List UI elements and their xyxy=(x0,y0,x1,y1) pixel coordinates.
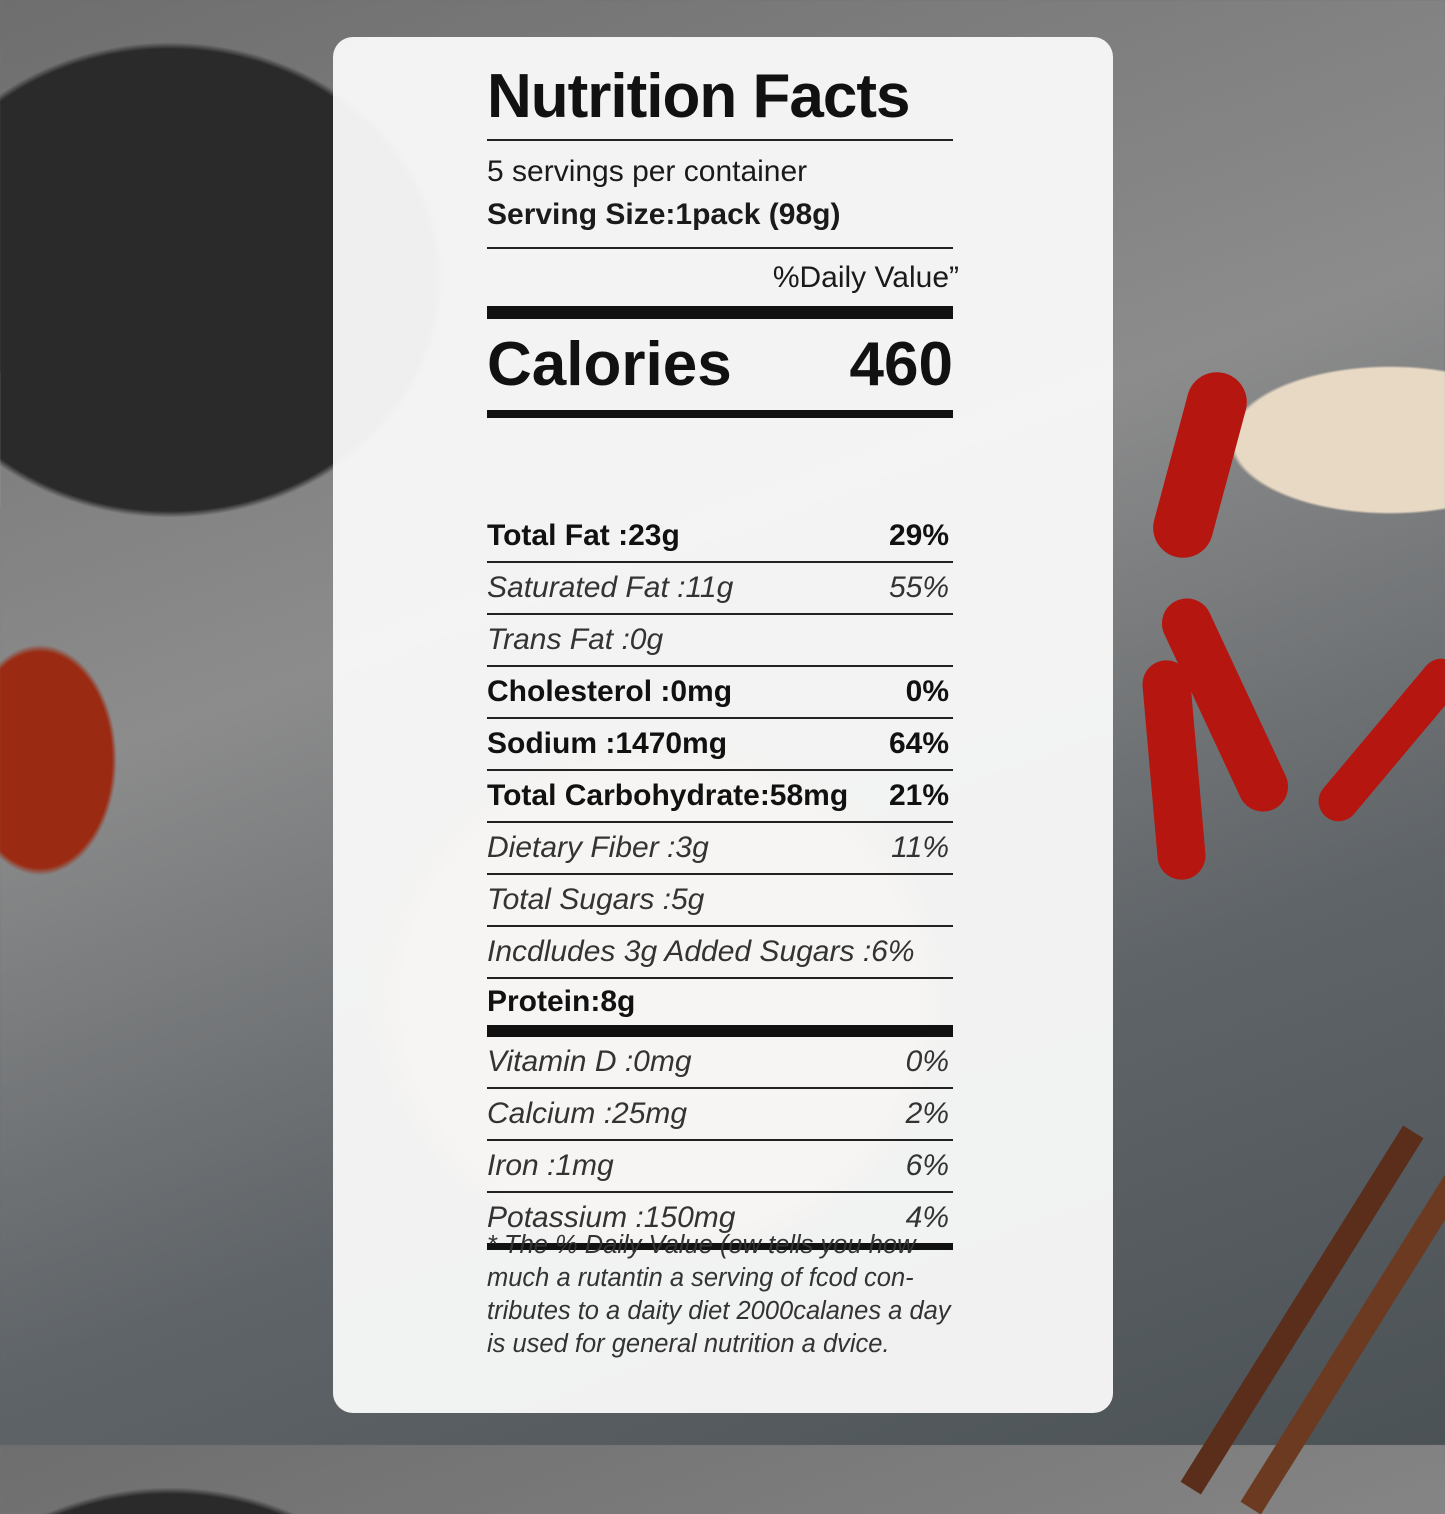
nutrient-row: Total Sugars :5g xyxy=(487,875,953,927)
nutrient-row: Iron :1mg 6% xyxy=(487,1141,953,1193)
nutrient-row: Trans Fat :0g xyxy=(487,615,953,667)
nutrient-row: Cholesterol :0mg 0% xyxy=(487,667,953,719)
nutrient-name: Sodium :1470mg xyxy=(487,727,728,760)
nutrient-name: Total Carbohydrate:58mg xyxy=(487,779,849,812)
nutrient-row: Incdludes 3g Added Sugars :6% xyxy=(487,927,953,979)
divider xyxy=(487,247,953,249)
nutrient-row: Calcium :25mg 2% xyxy=(487,1089,953,1141)
nutrient-name: Cholesterol :0mg xyxy=(487,675,733,708)
footnote: * The % Daily Value (ow tells you how mu… xyxy=(487,1231,951,1358)
thick-divider xyxy=(487,306,953,319)
nutrient-list: Total Fat :23g 29% Saturated Fat :11g 55% Tr… xyxy=(487,511,953,1250)
daily-value-header: %Daily Value” xyxy=(772,261,959,294)
nutrient-row: Potassium :150mg 4% xyxy=(487,1193,953,1250)
nutrient-daily-value: 29% xyxy=(888,519,949,552)
divider xyxy=(487,139,953,141)
nutrient-name: Vitamin D :0mg xyxy=(487,1045,692,1078)
nutrient-row: Sodium :1470mg 64% xyxy=(487,719,953,771)
nutrient-row: Total Fat :23g 29% xyxy=(487,511,953,563)
calories-row: Calories 460 xyxy=(487,329,953,400)
nutrient-name: Protein:8g xyxy=(487,985,636,1018)
nutrient-name: Saturated Fat :11g xyxy=(487,571,734,604)
nutrient-daily-value: 2% xyxy=(905,1097,949,1130)
nutrient-row: Dietary Fiber :3g 11% xyxy=(487,823,953,875)
nutrient-name: Incdludes 3g Added Sugars :6% xyxy=(487,935,915,968)
nutrient-row: Vitamin D :0mg 0% xyxy=(487,1037,953,1089)
nutrient-name: Total Sugars :5g xyxy=(487,883,705,916)
chopsticks xyxy=(1240,1145,1445,1514)
nutrient-daily-value: 6% xyxy=(905,1149,949,1182)
nutrient-name: Iron :1mg xyxy=(487,1149,614,1182)
nutrient-row: Protein:8g xyxy=(487,979,953,1037)
nutrient-name: Trans Fat :0g xyxy=(487,623,664,656)
calories-value: 460 xyxy=(849,330,953,399)
nutrient-name: Dietary Fiber :3g xyxy=(487,831,709,864)
nutrition-card: Nutrition Facts 5 servings per container… xyxy=(333,37,1113,1413)
nutrient-daily-value: 0% xyxy=(905,675,949,708)
nutrient-name: Total Fat :23g xyxy=(487,519,680,552)
nutrient-row: Total Carbohydrate:58mg 21% xyxy=(487,771,953,823)
nutrient-row: Saturated Fat :11g 55% xyxy=(487,563,953,615)
chili-pepper xyxy=(1310,650,1445,830)
chili-pepper xyxy=(1146,365,1254,565)
calories-label: Calories xyxy=(487,330,732,399)
nutrient-daily-value: 0% xyxy=(905,1045,949,1078)
serving-size: Serving Size:1pack (98g) xyxy=(487,198,841,231)
label-title: Nutrition Facts xyxy=(487,62,910,131)
nutrient-daily-value: 64% xyxy=(888,727,949,760)
nutrient-name: Calcium :25mg xyxy=(487,1097,688,1130)
nutrient-daily-value: 55% xyxy=(888,571,949,604)
nutrient-daily-value: 11% xyxy=(891,831,949,864)
nutrient-daily-value: 4% xyxy=(905,1201,949,1234)
nutrient-name: Potassium :150mg xyxy=(487,1201,736,1234)
servings-per-container: 5 servings per container xyxy=(487,155,808,188)
nutrient-daily-value: 21% xyxy=(888,779,949,812)
thick-divider xyxy=(487,410,953,418)
